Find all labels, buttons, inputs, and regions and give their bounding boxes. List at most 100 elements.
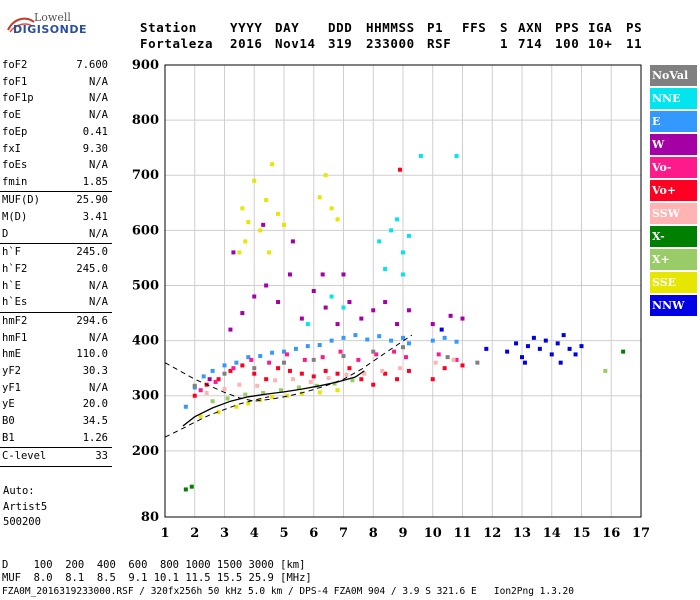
data-point-w [261,222,266,227]
data-point-ssw [222,387,227,392]
param-value: 245.0 [76,246,108,259]
data-point-vo [406,368,411,373]
param-value: N/A [89,381,108,394]
data-point-vo [302,357,307,362]
data-point-sse [246,401,251,406]
data-point-w [448,313,453,318]
y-tick-label: 600 [132,223,159,238]
x-tick-label: 12 [483,526,501,541]
data-point-sse [252,178,257,183]
data-point-e [234,360,239,365]
param-value: N/A [89,92,108,105]
footer-muf-row: MUF 8.0 8.1 8.5 9.1 10.1 11.5 15.5 25.9 … [2,572,312,584]
header-value-11: 11 [626,36,643,51]
param-row-foes: foEs N/A [0,157,112,174]
scaled-trace-curve [182,370,365,427]
param-key: hmF2 [2,314,28,327]
header-values-row: Fortaleza 2016 Nov14 319 233000 RSF 1 714 100 10+… [140,36,660,52]
data-point-ssw [255,383,260,388]
param-value: 1.26 [82,431,108,444]
data-point-x [603,368,608,373]
data-point-e [329,338,334,343]
data-point-vo [335,371,340,376]
legend-item-sse: SSE [650,272,697,293]
data-point-x [243,392,248,397]
param-value: 33 [95,450,108,463]
data-point-ssw [290,377,295,382]
data-point-vo [356,357,361,362]
param-row-fxi: fxI 9.30 [0,141,112,158]
data-point-x [189,484,194,489]
header-value-4: 233000 [366,36,415,51]
data-point-vo [284,352,289,357]
data-point-nne [377,239,382,244]
data-point-noval [475,360,480,365]
param-value: N/A [89,296,108,309]
data-point-ssw [451,357,456,362]
data-point-e [430,338,435,343]
data-point-nnw [537,346,542,351]
data-point-vo [338,349,343,354]
header-value-1: 2016 [230,36,263,51]
x-tick-label: 8 [369,526,378,541]
header-label-5: P1 [427,20,444,35]
data-point-e [341,335,346,340]
data-point-nnw [505,349,510,354]
data-point-vo [267,360,272,365]
param-row-fmin: fmin 1.85 [0,174,112,191]
ionogram-chart: 1 2 3 4 5 6 7 8 9 10 11 12 13 14 15 16 17802003004005006… [132,58,650,541]
param-separator [0,466,112,467]
param-separator [0,243,112,244]
data-point-ssw [237,382,242,387]
data-point-x [296,385,301,390]
param-value: 7.600 [76,59,108,71]
y-tick-label: 400 [132,334,159,349]
param-key: foF2 [2,59,28,71]
data-point-nnw [531,335,536,340]
param-separator [0,191,112,193]
data-point-noval [311,357,316,362]
data-point-nnw [549,352,554,357]
param-key: MUF(D) [2,194,40,207]
param-row-mufd: MUF(D) 25.90 [0,192,112,209]
data-point-e [210,368,215,373]
data-point-vo [287,368,292,373]
param-key: B1 [2,431,15,444]
header-label-11: PS [626,20,643,35]
x-tick-label: 14 [543,526,561,541]
data-point-vo [403,355,408,360]
param-value: 34.5 [82,415,108,428]
data-point-x [225,396,230,401]
data-point-sse [267,250,272,255]
data-point-e [442,335,447,340]
param-row-hes: h`Es N/A [0,294,112,311]
data-point-w [460,316,465,321]
data-point-w [207,377,212,382]
data-point-vo [371,382,376,387]
param-key: yF1 [2,381,21,394]
param-row-fof1p: foF1p N/A [0,90,112,107]
param-row-d: D N/A [0,226,112,243]
data-point-w [252,294,257,299]
data-point-noval [445,355,450,360]
param-key: h`F [2,246,21,259]
legend-item-e: E [650,111,697,132]
param-key: h`E [2,279,21,292]
data-point-vo [383,371,388,376]
profile-dashed-lower-curve [164,396,270,438]
header-value-9: 100 [555,36,580,51]
param-row-hf2: h`F2 245.0 [0,261,112,278]
x-tick-label: 15 [572,526,590,541]
data-point-vo [395,377,400,382]
data-point-noval [252,366,257,371]
data-point-sse [243,239,248,244]
y-tick-label: 800 [132,113,159,128]
y-tick-label: 700 [132,168,159,183]
legend-item-ssw: SSW [650,203,697,224]
param-key: hmF1 [2,331,28,344]
data-point-nne [329,294,334,299]
param-key: fxI [2,142,21,155]
param-key: M(D) [2,211,28,224]
param-row-hme: hmE 110.0 [0,346,112,363]
param-separator [0,311,112,313]
